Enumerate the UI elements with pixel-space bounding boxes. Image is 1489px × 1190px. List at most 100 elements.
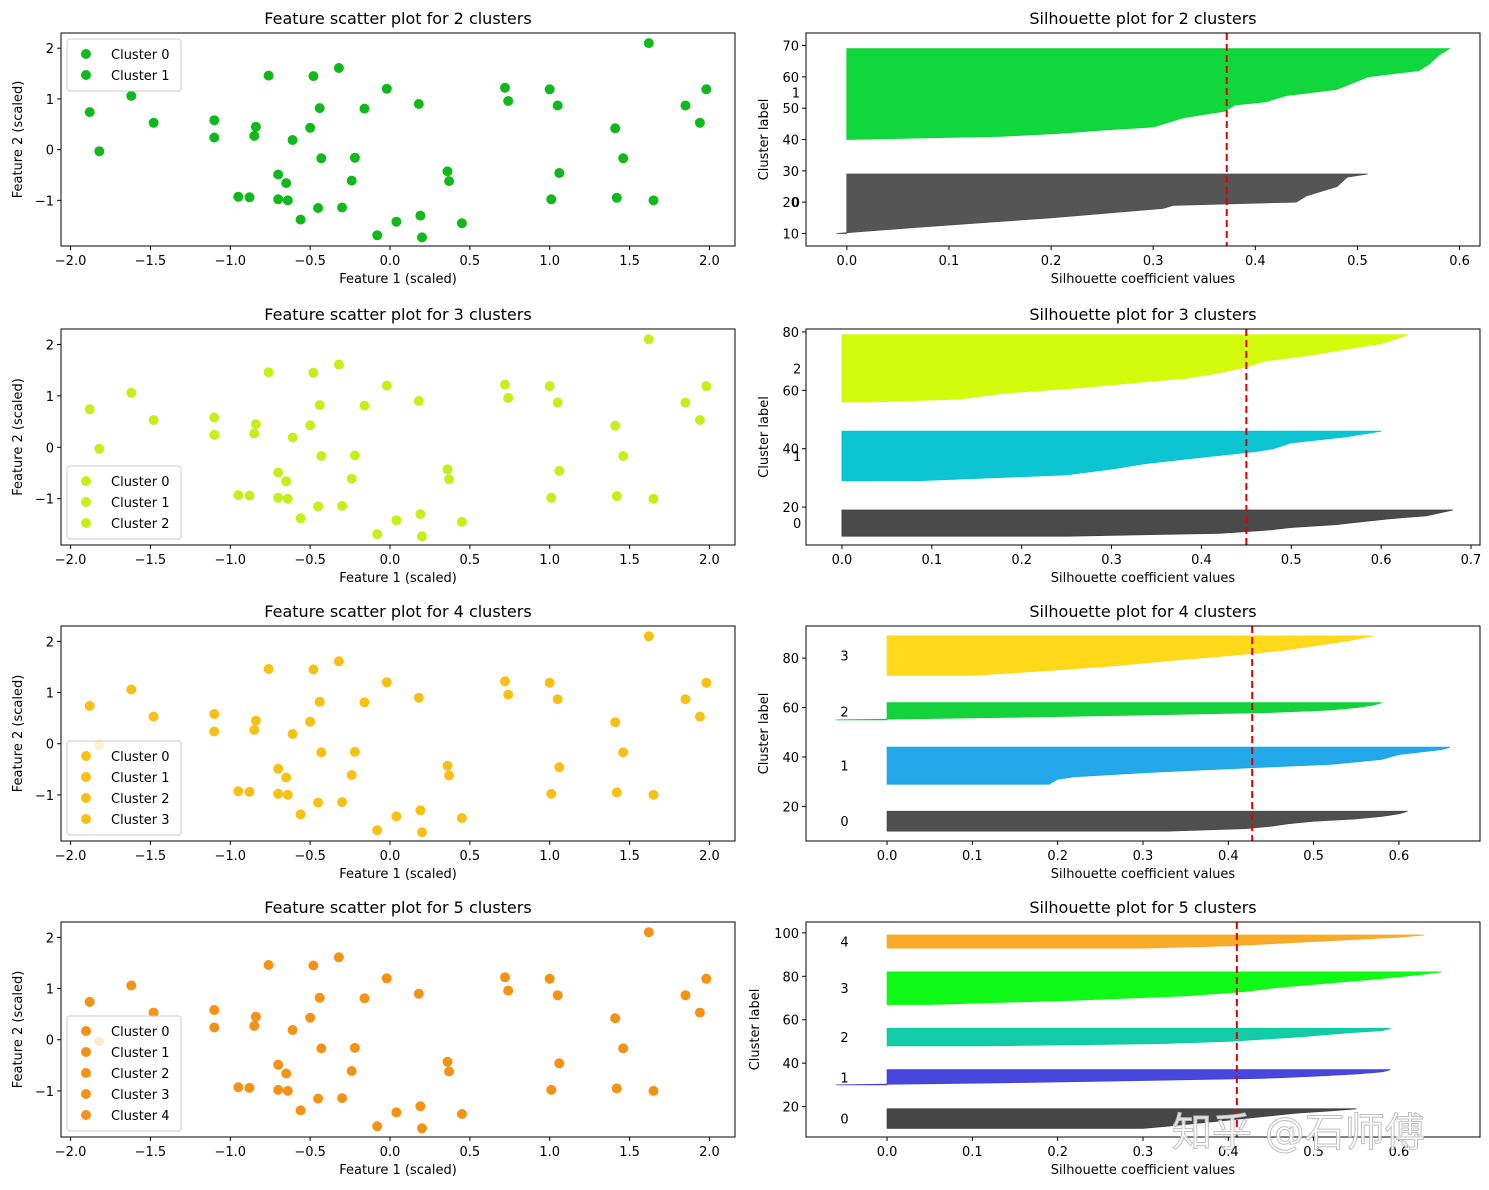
x-tick-label: 1.0 [539, 553, 560, 568]
silhouette-cluster-0 [841, 509, 1454, 537]
scatter-point [503, 689, 514, 700]
y-tick-label: 0 [46, 144, 54, 159]
scatter-point [287, 1025, 298, 1035]
legend-marker [81, 793, 91, 803]
x-tick-label: 0.5 [460, 254, 481, 269]
y-tick-label: 60 [782, 384, 799, 399]
x-tick-label: 1.0 [539, 254, 560, 269]
scatter-point [250, 1011, 261, 1022]
x-axis-label: Feature 1 (scaled) [339, 272, 457, 287]
x-tick-label: 0.0 [877, 1145, 898, 1160]
scatter-point [442, 464, 453, 475]
scatter-point [701, 677, 712, 688]
plot-area [84, 631, 712, 838]
scatter-point [552, 100, 563, 111]
scatter-point [694, 711, 705, 722]
scatter-point [263, 70, 274, 81]
y-axis-label: Cluster label [757, 396, 772, 478]
scatter-point [417, 232, 427, 243]
cluster-label: 1 [792, 87, 800, 102]
scatter-point [500, 972, 510, 983]
y-tick-label: 1 [46, 687, 54, 702]
cluster-label: 1 [793, 450, 801, 465]
scatter-point [281, 178, 292, 189]
x-tick-label: 0.1 [921, 553, 942, 568]
panel-title: Feature scatter plot for 5 clusters [264, 898, 531, 917]
x-tick-label: 0.5 [460, 849, 481, 864]
silhouette-cluster-2 [841, 334, 1409, 403]
scatter-point [372, 825, 383, 836]
x-tick-label: 0.7 [1461, 553, 1482, 568]
scatter-point [209, 709, 220, 719]
scatter-point [282, 195, 293, 206]
x-tick-label: −1.0 [215, 553, 247, 568]
x-tick-label: 0.1 [962, 849, 983, 864]
x-tick-label: 0.5 [460, 553, 481, 568]
legend-marker [81, 497, 91, 507]
scatter-point [233, 1082, 244, 1093]
legend-box [66, 465, 182, 540]
x-tick-label: 0.5 [1281, 553, 1302, 568]
scatter-point [413, 692, 424, 703]
cluster-label: 0 [793, 517, 801, 532]
plot-area [84, 334, 712, 542]
legend-marker [81, 1089, 91, 1099]
silhouette-cluster-3 [886, 971, 1442, 1005]
legend: Cluster 0 Cluster 1 Cluster 2 Cluster 3 [66, 740, 182, 836]
scatter-point [546, 1084, 557, 1095]
x-axis-label: Silhouette coefficient values [1051, 272, 1236, 287]
scatter-point [273, 169, 284, 180]
scatter-point [643, 334, 654, 345]
y-tick-label: 0 [46, 1034, 54, 1049]
x-tick-label: −2.0 [55, 1145, 87, 1160]
scatter-point [552, 694, 563, 705]
scatter-point [333, 63, 344, 73]
scatter-point [444, 770, 455, 781]
cluster-label: 2 [840, 1031, 848, 1046]
x-tick-label: 0.2 [1011, 553, 1032, 568]
scatter-point [554, 762, 565, 773]
scatter-point [308, 367, 319, 378]
legend-marker [81, 518, 91, 528]
x-tick-label: −1.5 [135, 553, 167, 568]
x-tick-label: −1.5 [135, 849, 167, 864]
legend-marker [81, 49, 91, 59]
scatter-point [233, 490, 244, 501]
silhouette-cluster-1 [835, 1069, 1391, 1086]
y-tick-label: 40 [782, 751, 799, 766]
scatter-point [349, 746, 360, 757]
scatter-point [552, 990, 563, 1001]
scatter-point [701, 381, 712, 392]
y-axis-label: Feature 2 (scaled) [11, 378, 26, 496]
legend-marker [81, 1026, 91, 1036]
panel-title: Feature scatter plot for 2 clusters [264, 9, 531, 28]
x-tick-label: 0.4 [1218, 849, 1239, 864]
x-tick-label: −0.5 [294, 553, 326, 568]
scatter-point [233, 786, 244, 797]
legend-entry: Cluster 1 [111, 1046, 170, 1061]
scatter-point [643, 927, 654, 938]
scatter-point [444, 474, 455, 485]
scatter-point [611, 787, 622, 798]
scatter-point [333, 656, 344, 667]
scatter-point [209, 115, 220, 126]
scatter-point [84, 107, 95, 118]
scatter-point [148, 117, 159, 128]
scatter-point [381, 380, 392, 391]
scatter-point [250, 715, 261, 726]
scatter-point [249, 724, 260, 735]
y-axis-label: Cluster label [748, 989, 763, 1071]
scatter-point [244, 490, 255, 501]
scatter-point [610, 420, 621, 431]
x-tick-label: 0.5 [460, 1145, 481, 1160]
scatter-point [305, 716, 316, 727]
legend-entry: Cluster 2 [111, 792, 170, 807]
scatter-point [316, 451, 327, 461]
scatter-point [273, 788, 284, 799]
legend-marker [81, 814, 91, 824]
x-tick-label: −2.0 [55, 849, 87, 864]
scatter-point [611, 491, 622, 502]
scatter-point [282, 789, 293, 800]
panel-5: −2.0 −1.5 −1.0 −0.5 0.0 0.5 1.0 1.5 2.0 −1 0 1 2 Feat… [11, 602, 736, 882]
scatter-point [282, 493, 293, 504]
